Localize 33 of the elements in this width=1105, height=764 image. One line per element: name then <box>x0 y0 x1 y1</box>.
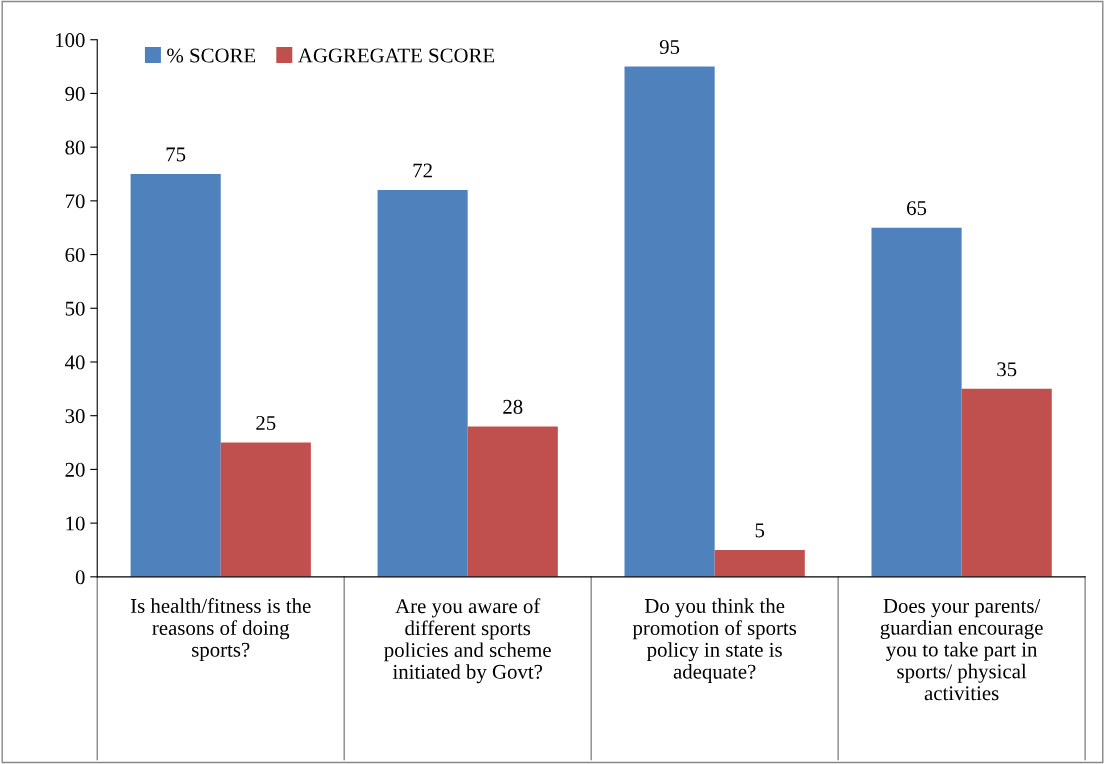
bar <box>961 388 1052 577</box>
legend-label: % SCORE <box>167 48 256 63</box>
y-tick-label: 40 <box>65 355 85 370</box>
y-tick-label: 50 <box>65 301 85 316</box>
data-label: 5 <box>755 523 765 538</box>
y-tick-label: 30 <box>65 409 85 424</box>
y-tick-label: 20 <box>65 462 85 477</box>
data-label: 65 <box>907 201 927 216</box>
x-tick-label: Does your parents/ guardian encourage you to take part in sports/ physical activities <box>880 598 1043 701</box>
data-label: 95 <box>659 40 680 55</box>
bar <box>130 174 221 577</box>
bar <box>871 227 962 577</box>
data-label: 72 <box>413 163 432 178</box>
y-tick-label: 100 <box>56 33 85 48</box>
y-tick-label: 0 <box>75 570 85 585</box>
y-tick-label: 60 <box>65 247 85 262</box>
bar <box>714 549 805 577</box>
x-tick-label: Is health/fitness is the reasons of doing sports? <box>130 598 311 662</box>
y-tick-label: 10 <box>66 516 85 531</box>
y-tick-label: 80 <box>65 140 85 155</box>
y-tick-label: 90 <box>65 86 85 101</box>
x-tick-label: Are you aware of different sports policies and scheme initiated by Govt? <box>384 598 551 684</box>
data-label: 75 <box>166 147 186 162</box>
bar <box>467 426 558 577</box>
bar <box>377 190 468 577</box>
bar <box>220 442 311 577</box>
data-label: 35 <box>997 362 1017 377</box>
legend-label: AGGREGATE SCORE <box>298 48 495 63</box>
data-label: 28 <box>503 399 523 414</box>
y-tick-label: 70 <box>65 194 85 209</box>
data-label: 25 <box>256 415 276 430</box>
bar <box>624 66 715 577</box>
x-tick-label: Do you think the promotion of sports policy in state is adequate? <box>632 598 797 683</box>
